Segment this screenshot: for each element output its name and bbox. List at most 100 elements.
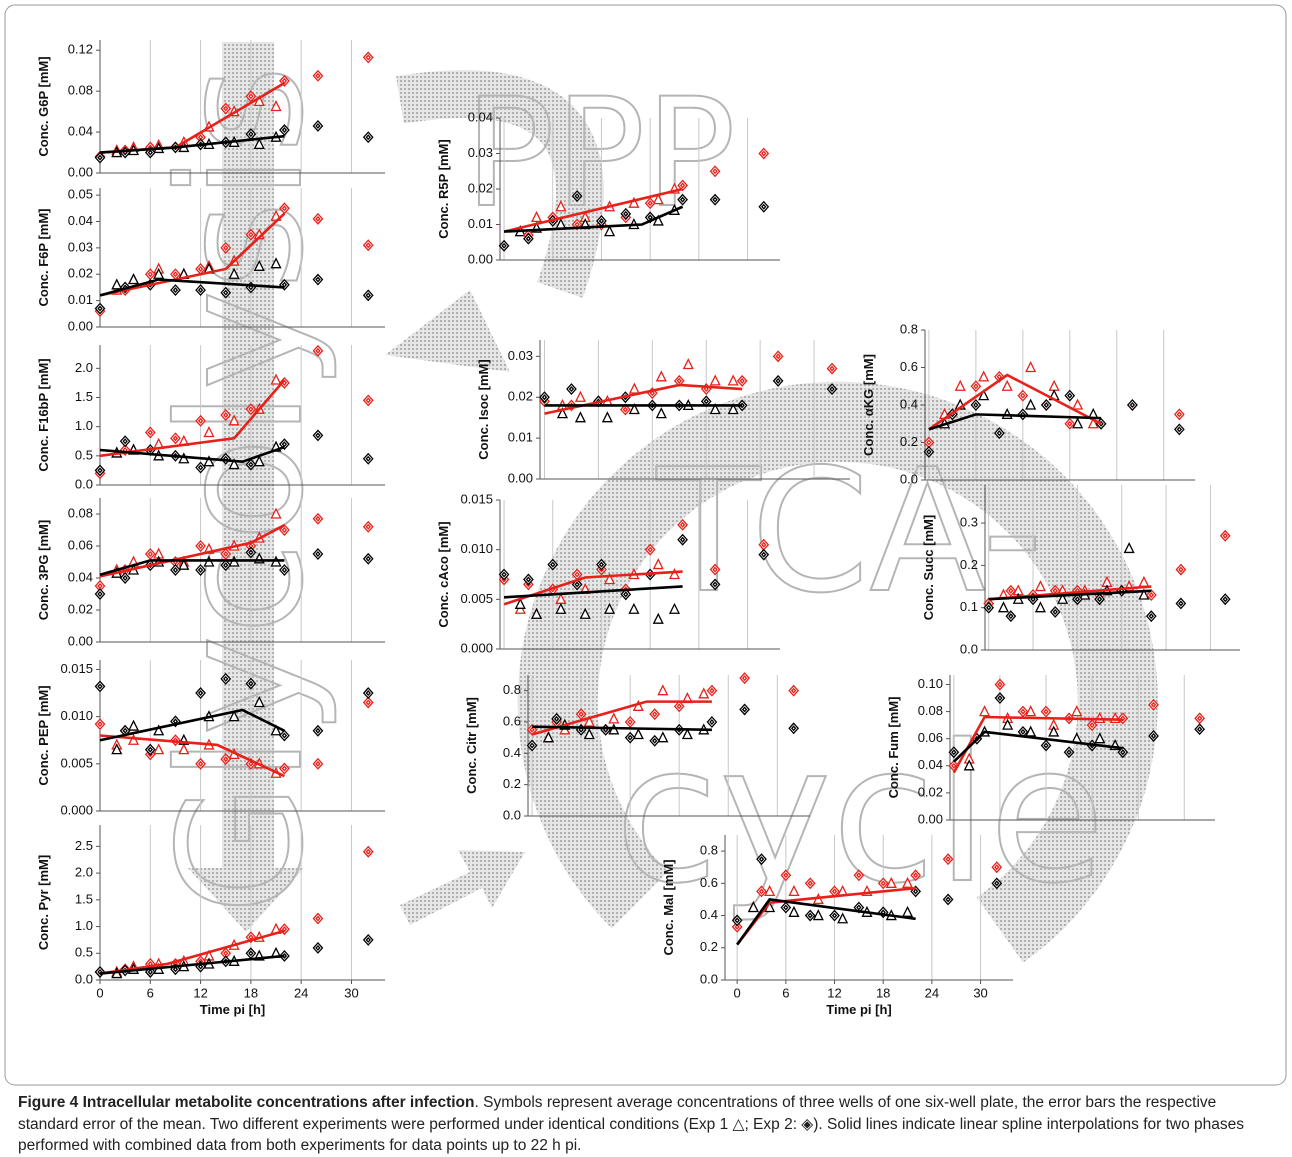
diamond-point bbox=[1194, 723, 1206, 736]
triangle-point bbox=[1001, 379, 1013, 391]
triangle-point bbox=[812, 909, 824, 921]
y-tick-label: 0.6 bbox=[503, 713, 521, 728]
triangle-point bbox=[228, 267, 240, 279]
diamond-point bbox=[245, 403, 257, 416]
triangle-point bbox=[727, 403, 739, 415]
diamond-point bbox=[94, 718, 106, 731]
triangle-point bbox=[583, 728, 595, 740]
diamond-point bbox=[1194, 712, 1206, 725]
triangle-point bbox=[1094, 732, 1106, 744]
triangle-point bbox=[682, 358, 694, 370]
diamond-point bbox=[1148, 698, 1159, 711]
triangle-point bbox=[1138, 588, 1150, 600]
y-tick-label: 0.6 bbox=[700, 875, 718, 890]
y-tick-label: 0.3 bbox=[960, 515, 978, 530]
y-tick-label: 0.00 bbox=[468, 251, 493, 266]
diamond-point bbox=[279, 438, 290, 451]
fit-line bbox=[503, 585, 683, 599]
diamond-point bbox=[804, 909, 816, 922]
diamond-point bbox=[1040, 739, 1052, 752]
y-tick-label: 1.0 bbox=[75, 918, 93, 933]
y-axis-label: Conc. 3PG [mM] bbox=[36, 520, 51, 620]
diamond-point bbox=[644, 211, 656, 224]
diamond-point bbox=[942, 893, 954, 906]
y-tick-label: 0.04 bbox=[918, 757, 943, 772]
triangle-point bbox=[788, 884, 800, 897]
y-tick-label: 0.00 bbox=[68, 318, 93, 333]
y-tick-label: 2.0 bbox=[75, 865, 93, 880]
y-tick-label: 0.02 bbox=[68, 601, 93, 616]
y-tick-label: 0.00 bbox=[918, 811, 943, 826]
diamond-point bbox=[170, 284, 181, 297]
y-tick-label: 0.6 bbox=[900, 359, 918, 374]
triangle-point bbox=[111, 743, 123, 755]
fit-line bbox=[503, 205, 684, 233]
watermark: cycle bbox=[614, 704, 1105, 925]
diamond-point bbox=[245, 947, 257, 960]
fit-line bbox=[952, 730, 1123, 763]
diamond-point bbox=[826, 362, 838, 375]
triangle-point bbox=[668, 602, 681, 614]
y-tick-label: 0.03 bbox=[68, 239, 93, 254]
diamond-point bbox=[362, 933, 374, 946]
y-tick-label: 0.00 bbox=[68, 633, 93, 648]
diamond-point bbox=[245, 546, 257, 559]
diamond-point bbox=[994, 678, 1006, 691]
y-tick-label: 2.5 bbox=[75, 838, 93, 853]
diamond-point bbox=[312, 69, 324, 82]
y-tick-label: 0.02 bbox=[68, 266, 93, 281]
triangle-point bbox=[1138, 575, 1150, 587]
y-tick-label: 0.2 bbox=[503, 776, 521, 791]
y-tick-label: 0.08 bbox=[918, 703, 943, 718]
triangle-point bbox=[542, 731, 554, 743]
diamond-point bbox=[566, 383, 577, 396]
diamond-point bbox=[362, 687, 374, 700]
triangle-point bbox=[652, 214, 664, 226]
triangle-point bbox=[178, 558, 190, 570]
y-tick-label: 0.005 bbox=[60, 755, 93, 770]
y-tick-label: 0.06 bbox=[918, 730, 943, 745]
triangle-point bbox=[153, 743, 165, 755]
triangle-point bbox=[747, 901, 759, 913]
fit-line bbox=[99, 524, 286, 578]
fit-line bbox=[503, 187, 683, 233]
y-tick-label: 0.5 bbox=[75, 447, 93, 462]
triangle-point bbox=[652, 193, 664, 205]
triangle-point bbox=[652, 612, 664, 624]
y-tick-label: 0.08 bbox=[68, 83, 93, 98]
diamond-point bbox=[312, 273, 324, 286]
caption-text: . Symbols represent average concentratio… bbox=[18, 1094, 1245, 1154]
triangle-point bbox=[1072, 398, 1084, 410]
diamond-point bbox=[539, 391, 550, 404]
fit-line bbox=[928, 413, 1102, 431]
diamond-point bbox=[1094, 593, 1105, 606]
diamond-point bbox=[144, 146, 156, 159]
diamond-point bbox=[826, 383, 838, 396]
diamond-point bbox=[523, 232, 534, 245]
triangle-point bbox=[1034, 601, 1046, 613]
triangle-point bbox=[628, 403, 640, 415]
diamond-point bbox=[731, 914, 743, 927]
y-axis-label: Conc. Citr [mM] bbox=[464, 697, 479, 794]
diamond-point bbox=[312, 912, 324, 925]
y-tick-label: 0.005 bbox=[460, 591, 493, 606]
diamond-point bbox=[970, 380, 982, 393]
triangle-point bbox=[1025, 361, 1037, 373]
triangle-point bbox=[1025, 398, 1037, 410]
y-axis-label: Conc. Mal [mM] bbox=[661, 859, 676, 955]
fit-line bbox=[99, 445, 285, 463]
diamond-point bbox=[1072, 593, 1083, 606]
y-tick-label: 1.5 bbox=[75, 389, 93, 404]
diamond-point bbox=[709, 578, 721, 591]
diamond-point bbox=[312, 512, 324, 525]
watermark: Glycolysis bbox=[143, 65, 341, 914]
diamond-point bbox=[994, 692, 1006, 705]
y-tick-label: 0.0 bbox=[960, 641, 978, 656]
diamond-point bbox=[1173, 408, 1185, 421]
triangle-point bbox=[764, 884, 776, 897]
diamond-point bbox=[312, 429, 324, 442]
diamond-point bbox=[677, 193, 688, 206]
diamond-point bbox=[1064, 417, 1076, 430]
y-tick-label: 0.2 bbox=[900, 434, 918, 449]
triangle-point bbox=[530, 210, 543, 223]
